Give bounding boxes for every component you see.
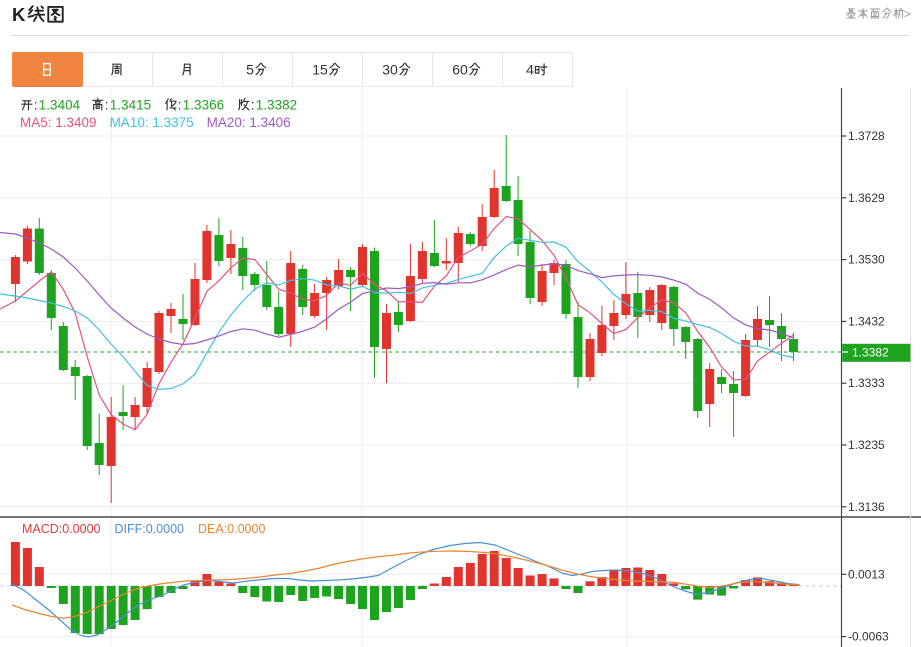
svg-text:1.3366: 1.3366 [183,98,224,113]
svg-text:0.0013: 0.0013 [848,567,885,581]
svg-text:1.3415: 1.3415 [110,98,151,113]
svg-text:1.3728: 1.3728 [848,129,885,143]
svg-text:-0.0063: -0.0063 [848,630,889,644]
svg-text:1.3530: 1.3530 [848,253,885,267]
svg-text::: : [178,98,182,113]
svg-text:1.3404: 1.3404 [39,98,81,113]
svg-text:1.3629: 1.3629 [848,191,885,205]
svg-text:15: 15 [312,62,328,78]
svg-text:60: 60 [452,62,468,78]
svg-text::: : [34,98,38,113]
svg-text:1.3382: 1.3382 [852,346,889,360]
svg-text:30: 30 [382,62,398,78]
svg-text::: : [251,98,255,113]
svg-text:1.3382: 1.3382 [256,98,297,113]
svg-text:4: 4 [526,62,534,78]
svg-text:1.3235: 1.3235 [848,438,885,452]
svg-text:>: > [904,7,911,21]
svg-text:K: K [12,4,26,25]
svg-text:1.3136: 1.3136 [848,500,885,514]
svg-text::: : [105,98,109,113]
svg-text:5: 5 [246,62,254,78]
svg-text:1.3432: 1.3432 [848,314,885,328]
svg-text:1.3333: 1.3333 [848,376,885,390]
